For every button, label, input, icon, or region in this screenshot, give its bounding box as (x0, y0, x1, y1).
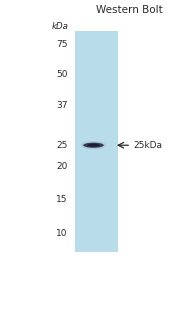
Ellipse shape (81, 141, 106, 149)
Text: 15: 15 (56, 195, 67, 204)
Text: 25kDa: 25kDa (133, 141, 162, 150)
Text: kDa: kDa (51, 22, 68, 31)
Ellipse shape (87, 144, 100, 147)
Text: 37: 37 (56, 100, 67, 110)
Text: 25: 25 (56, 141, 67, 150)
Text: 50: 50 (56, 70, 67, 79)
Bar (75, 31, 118, 252)
Text: Western Bolt: Western Bolt (96, 5, 163, 15)
Ellipse shape (83, 143, 104, 148)
Text: 75: 75 (56, 40, 67, 49)
Text: 10: 10 (56, 229, 67, 238)
Text: 20: 20 (56, 162, 67, 171)
